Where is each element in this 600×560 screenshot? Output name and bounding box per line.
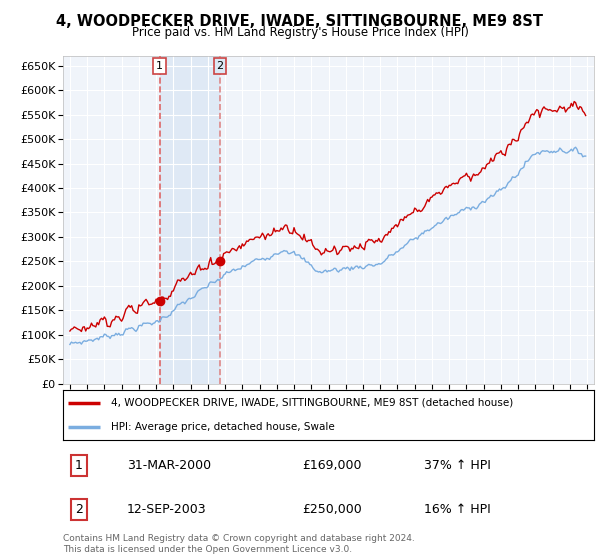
Bar — [160, 56, 220, 384]
Text: Price paid vs. HM Land Registry's House Price Index (HPI): Price paid vs. HM Land Registry's House … — [131, 26, 469, 39]
Text: 16% ↑ HPI: 16% ↑ HPI — [424, 503, 491, 516]
Text: £250,000: £250,000 — [302, 503, 362, 516]
Text: 2: 2 — [217, 61, 224, 71]
Text: 1: 1 — [156, 61, 163, 71]
Text: 31-MAR-2000: 31-MAR-2000 — [127, 459, 211, 472]
Text: £169,000: £169,000 — [302, 459, 361, 472]
Text: 2: 2 — [75, 503, 83, 516]
Text: Contains HM Land Registry data © Crown copyright and database right 2024.
This d: Contains HM Land Registry data © Crown c… — [63, 534, 415, 554]
Text: 4, WOODPECKER DRIVE, IWADE, SITTINGBOURNE, ME9 8ST: 4, WOODPECKER DRIVE, IWADE, SITTINGBOURN… — [56, 14, 544, 29]
Text: 12-SEP-2003: 12-SEP-2003 — [127, 503, 206, 516]
Text: 1: 1 — [75, 459, 83, 472]
Text: 37% ↑ HPI: 37% ↑ HPI — [424, 459, 491, 472]
Text: 4, WOODPECKER DRIVE, IWADE, SITTINGBOURNE, ME9 8ST (detached house): 4, WOODPECKER DRIVE, IWADE, SITTINGBOURN… — [111, 398, 513, 408]
Text: HPI: Average price, detached house, Swale: HPI: Average price, detached house, Swal… — [111, 422, 335, 432]
